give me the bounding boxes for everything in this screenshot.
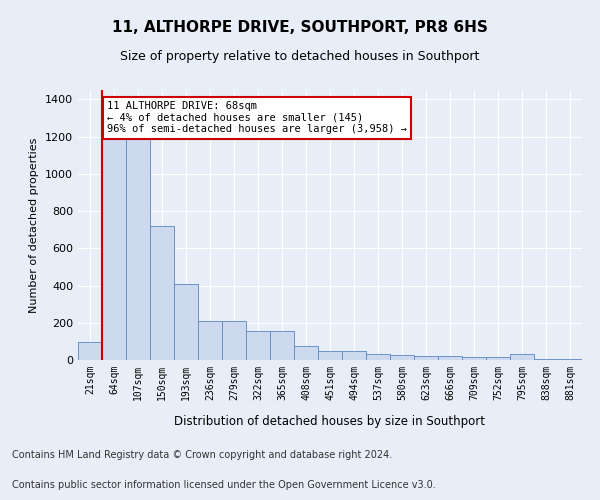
Text: Contains public sector information licensed under the Open Government Licence v3: Contains public sector information licen… — [12, 480, 436, 490]
Bar — [126, 140, 150, 360]
Bar — [78, 342, 102, 360]
Bar — [246, 331, 270, 360]
Bar — [510, 354, 534, 360]
Bar — [270, 331, 294, 360]
Bar — [342, 350, 366, 360]
Bar — [486, 357, 510, 360]
Bar — [558, 359, 582, 360]
Text: Contains HM Land Registry data © Crown copyright and database right 2024.: Contains HM Land Registry data © Crown c… — [12, 450, 392, 460]
Text: 11 ALTHORPE DRIVE: 68sqm
← 4% of detached houses are smaller (145)
96% of semi-d: 11 ALTHORPE DRIVE: 68sqm ← 4% of detache… — [107, 101, 407, 134]
Text: 11, ALTHORPE DRIVE, SOUTHPORT, PR8 6HS: 11, ALTHORPE DRIVE, SOUTHPORT, PR8 6HS — [112, 20, 488, 35]
Bar — [318, 350, 342, 360]
Bar — [462, 357, 486, 360]
Y-axis label: Number of detached properties: Number of detached properties — [29, 138, 40, 312]
Bar — [534, 359, 558, 360]
Bar — [390, 356, 414, 360]
Bar — [198, 321, 222, 360]
Bar — [174, 284, 198, 360]
Bar — [294, 346, 318, 360]
Bar — [366, 354, 390, 360]
Bar — [150, 226, 174, 360]
Bar — [222, 321, 246, 360]
Bar — [102, 131, 126, 360]
Text: Size of property relative to detached houses in Southport: Size of property relative to detached ho… — [121, 50, 479, 63]
Bar — [414, 356, 438, 360]
Bar — [438, 356, 462, 360]
Text: Distribution of detached houses by size in Southport: Distribution of detached houses by size … — [175, 415, 485, 428]
